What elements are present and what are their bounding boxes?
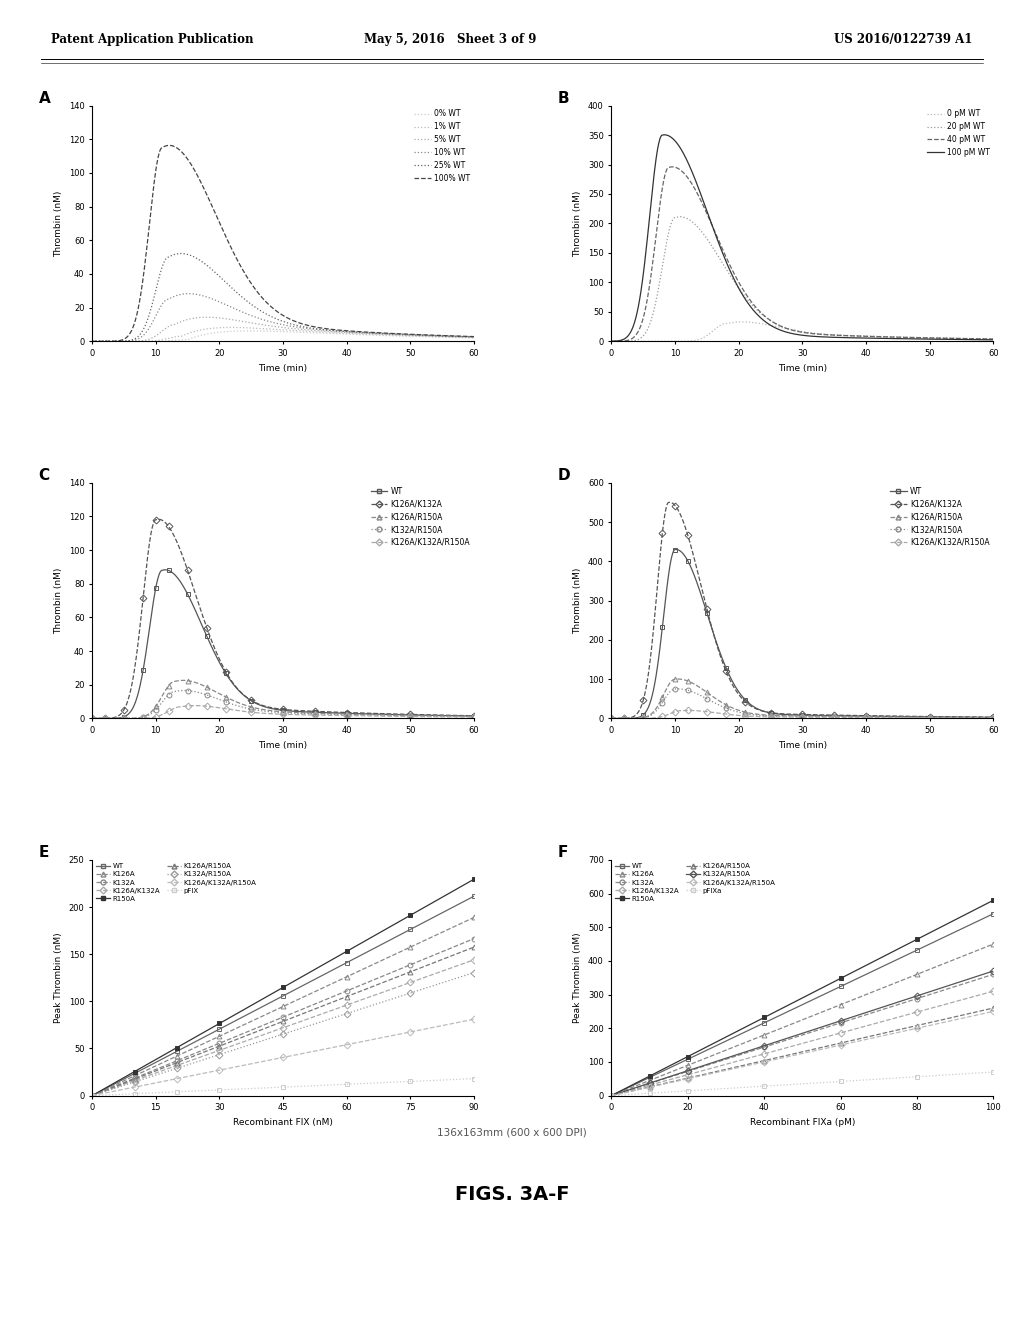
Y-axis label: Thrombin (nM): Thrombin (nM) xyxy=(54,568,63,634)
X-axis label: Recombinant FIXa (pM): Recombinant FIXa (pM) xyxy=(750,1118,855,1127)
Legend: 0% WT, 1% WT, 5% WT, 10% WT, 25% WT, 100% WT: 0% WT, 1% WT, 5% WT, 10% WT, 25% WT, 100… xyxy=(414,110,470,182)
Text: B: B xyxy=(558,91,569,106)
Legend: WT, K126A, K132A, K126A/K132A, R150A, K126A/R150A, K132A/R150A, K126A/K132A/R150: WT, K126A, K132A, K126A/K132A, R150A, K1… xyxy=(615,863,776,902)
X-axis label: Recombinant FIX (nM): Recombinant FIX (nM) xyxy=(233,1118,333,1127)
X-axis label: Time (min): Time (min) xyxy=(258,363,307,372)
Y-axis label: Thrombin (nM): Thrombin (nM) xyxy=(54,190,63,256)
Legend: WT, K126A/K132A, K126A/R150A, K132A/R150A, K126A/K132A/R150A: WT, K126A/K132A, K126A/R150A, K132A/R150… xyxy=(371,487,470,546)
Text: A: A xyxy=(39,91,50,106)
Text: D: D xyxy=(558,467,570,483)
Text: Patent Application Publication: Patent Application Publication xyxy=(51,33,254,46)
Y-axis label: Thrombin (nM): Thrombin (nM) xyxy=(573,568,583,634)
Legend: WT, K126A/K132A, K126A/R150A, K132A/R150A, K126A/K132A/R150A: WT, K126A/K132A, K126A/R150A, K132A/R150… xyxy=(890,487,989,546)
Y-axis label: Peak Thrombin (nM): Peak Thrombin (nM) xyxy=(573,932,583,1023)
Text: US 2016/0122739 A1: US 2016/0122739 A1 xyxy=(835,33,973,46)
Text: F: F xyxy=(558,845,568,859)
Text: FIGS. 3A-F: FIGS. 3A-F xyxy=(455,1185,569,1204)
Y-axis label: Peak Thrombin (nM): Peak Thrombin (nM) xyxy=(54,932,63,1023)
Text: C: C xyxy=(39,467,50,483)
X-axis label: Time (min): Time (min) xyxy=(258,741,307,750)
Legend: 0 pM WT, 20 pM WT, 40 pM WT, 100 pM WT: 0 pM WT, 20 pM WT, 40 pM WT, 100 pM WT xyxy=(927,110,989,157)
Legend: WT, K126A, K132A, K126A/K132A, R150A, K126A/R150A, K132A/R150A, K126A/K132A/R150: WT, K126A, K132A, K126A/K132A, R150A, K1… xyxy=(95,863,256,902)
Y-axis label: Thrombin (nM): Thrombin (nM) xyxy=(573,190,583,256)
X-axis label: Time (min): Time (min) xyxy=(778,363,827,372)
Text: May 5, 2016   Sheet 3 of 9: May 5, 2016 Sheet 3 of 9 xyxy=(365,33,537,46)
X-axis label: Time (min): Time (min) xyxy=(778,741,827,750)
Text: 136x163mm (600 x 600 DPI): 136x163mm (600 x 600 DPI) xyxy=(437,1127,587,1138)
Text: E: E xyxy=(39,845,49,859)
